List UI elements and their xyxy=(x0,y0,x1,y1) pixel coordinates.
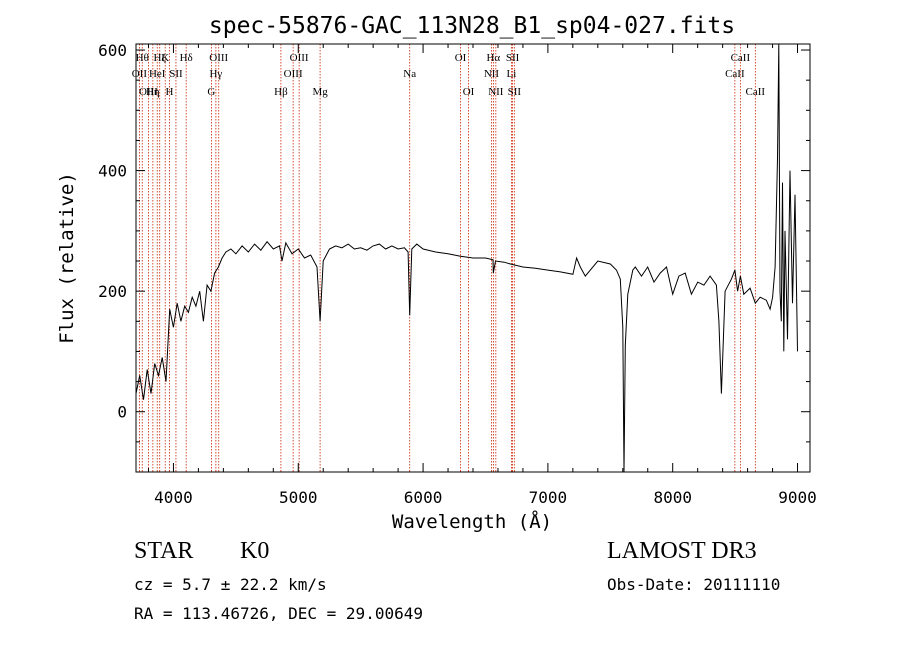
x-tick-label-6000: 6000 xyxy=(404,488,443,507)
line-label-21: Hα xyxy=(486,52,500,64)
line-label-20: NII xyxy=(484,68,500,80)
line-label-16: Mg xyxy=(312,86,328,98)
line-label-6: K xyxy=(161,52,169,64)
chart-title: spec-55876-GAC_113N28_B1_sp04-027.fits xyxy=(209,13,735,39)
line-label-27: CaII xyxy=(731,52,751,64)
spectral-line-markers xyxy=(138,44,756,472)
line-label-2: OIII xyxy=(139,86,158,98)
x-tick-label-4000: 4000 xyxy=(154,488,193,507)
y-tick-label-400: 400 xyxy=(98,162,127,181)
observation-date: Obs-Date: 20111110 xyxy=(607,575,781,594)
line-label-24: SII xyxy=(506,52,520,64)
line-label-7: H xyxy=(165,86,173,98)
x-tick-label-7000: 7000 xyxy=(529,488,568,507)
coordinates: RA = 113.46726, DEC = 29.00649 xyxy=(134,604,423,623)
y-axis-label: Flux (relative) xyxy=(56,172,78,344)
y-tick-label-200: 200 xyxy=(98,282,127,301)
line-label-8: SII xyxy=(169,68,183,80)
line-label-1: Hθ xyxy=(136,52,149,64)
line-label-26: CaII xyxy=(725,68,745,80)
x-axis: 4000 5000 6000 7000 8000 9000 xyxy=(147,44,817,507)
x-axis-label: Wavelength (Å) xyxy=(392,510,552,533)
y-tick-label-0: 0 xyxy=(117,403,127,422)
line-label-10: G xyxy=(207,86,215,98)
x-tick-label-8000: 8000 xyxy=(653,488,692,507)
line-label-25: SII xyxy=(508,86,522,98)
object-class: STAR xyxy=(134,538,194,564)
survey-name: LAMOST DR3 xyxy=(607,538,757,564)
line-label-23: Li xyxy=(507,68,517,80)
redshift-value: cz = 5.7 ± 22.2 km/s xyxy=(134,575,327,594)
y-axis: 0 200 400 600 xyxy=(98,41,810,473)
line-label-13: Hβ xyxy=(274,86,288,98)
x-tick-label-5000: 5000 xyxy=(279,488,318,507)
line-label-19: OI xyxy=(463,86,475,98)
line-label-5: Hζ xyxy=(153,52,166,64)
x-tick-label-9000: 9000 xyxy=(778,488,817,507)
line-label-3: Hη xyxy=(146,86,160,98)
spectrum-line xyxy=(135,43,798,473)
line-label-9: Hδ xyxy=(180,52,193,64)
line-label-0: OII xyxy=(132,68,148,80)
line-label-28: CaII xyxy=(746,86,766,98)
line-label-17: Na xyxy=(403,68,416,80)
line-label-15: OIII xyxy=(290,52,309,64)
line-label-12: OIII xyxy=(209,52,228,64)
line-label-14: OIII xyxy=(284,68,303,80)
line-label-22: NII xyxy=(488,86,504,98)
y-tick-label-600: 600 xyxy=(98,41,127,60)
line-label-18: OI xyxy=(455,52,467,64)
line-label-11: Hγ xyxy=(209,68,222,80)
line-label-4: HeI xyxy=(149,68,166,80)
object-subclass: K0 xyxy=(240,538,270,564)
spectral-line-labels: OIIHθOIIIHηHeIHζKHSIIHδGHγOIIIHβOIIIOIII… xyxy=(132,52,766,98)
